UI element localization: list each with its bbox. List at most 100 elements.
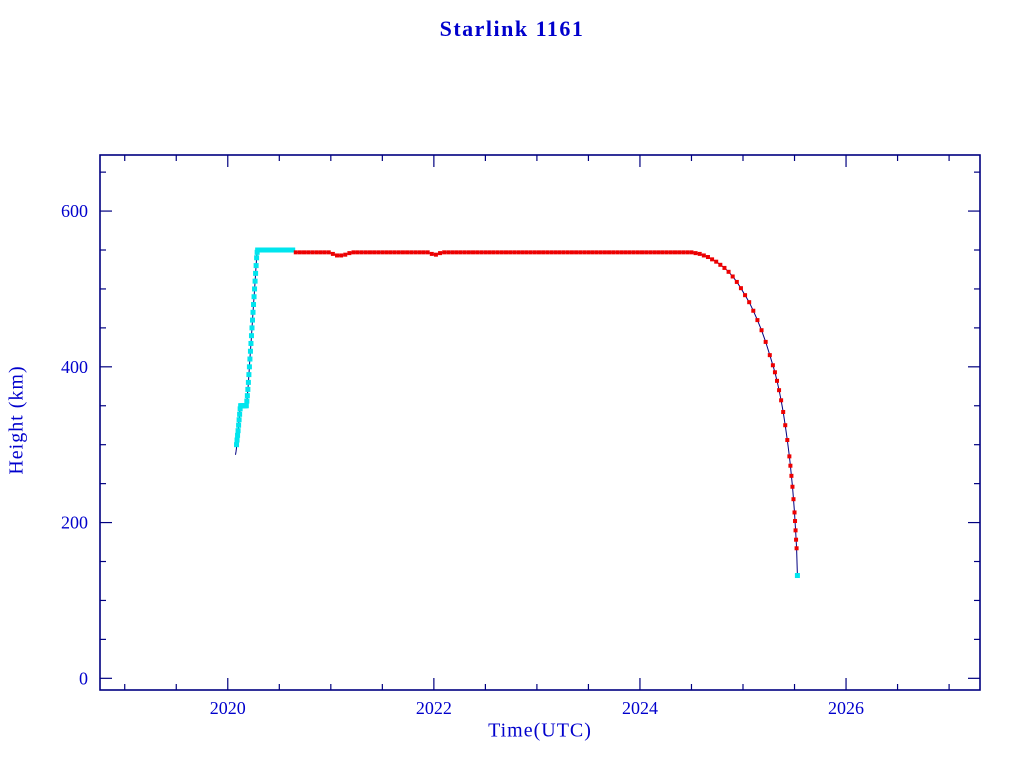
data-point-station-keeping-and-decay-red xyxy=(363,250,368,255)
data-point-station-keeping-and-decay-red xyxy=(794,546,799,551)
data-point-station-keeping-and-decay-red xyxy=(722,265,727,270)
data-point-station-keeping-and-decay-red xyxy=(738,286,743,291)
data-point-station-keeping-and-decay-red xyxy=(524,250,529,255)
y-tick-label: 0 xyxy=(79,668,88,688)
x-tick-label: 2020 xyxy=(210,698,246,718)
data-point-orbit-raise-cyan xyxy=(252,278,258,284)
data-point-station-keeping-and-decay-red xyxy=(607,250,612,255)
data-point-orbit-raise-cyan xyxy=(247,348,253,354)
data-point-station-keeping-and-decay-red xyxy=(335,253,340,258)
data-point-station-keeping-and-decay-red xyxy=(781,409,786,414)
data-point-station-keeping-and-decay-red xyxy=(767,353,772,358)
data-point-station-keeping-and-decay-red xyxy=(701,253,706,258)
data-point-station-keeping-and-decay-red xyxy=(330,251,335,256)
data-point-station-keeping-and-decay-red xyxy=(681,250,686,255)
data-point-station-keeping-and-decay-red xyxy=(664,250,669,255)
data-point-station-keeping-and-decay-red xyxy=(755,318,760,323)
data-point-orbit-raise-cyan xyxy=(250,317,256,323)
data-point-orbit-raise-cyan xyxy=(234,437,240,443)
data-point-station-keeping-and-decay-red xyxy=(520,250,525,255)
data-point-station-keeping-and-decay-red xyxy=(714,259,719,264)
data-point-station-keeping-and-decay-red xyxy=(314,250,319,255)
data-point-orbit-raise-cyan xyxy=(245,386,251,392)
data-point-station-keeping-and-decay-red xyxy=(541,250,546,255)
data-point-station-keeping-and-decay-red xyxy=(549,250,554,255)
data-point-station-keeping-and-decay-red xyxy=(718,262,723,267)
data-point-orbit-raise-cyan xyxy=(246,364,252,370)
data-point-station-keeping-and-decay-red xyxy=(789,473,794,478)
data-point-station-keeping-and-decay-red xyxy=(417,250,422,255)
data-point-station-keeping-and-decay-red xyxy=(512,250,517,255)
data-point-station-keeping-and-decay-red xyxy=(380,250,385,255)
data-point-orbit-raise-cyan xyxy=(237,406,243,412)
data-point-orbit-raise-cyan xyxy=(248,333,254,339)
data-point-station-keeping-and-decay-red xyxy=(347,251,352,256)
data-point-orbit-raise-cyan xyxy=(247,356,253,362)
data-point-orbit-raise-cyan xyxy=(253,270,259,276)
data-point-station-keeping-and-decay-red xyxy=(306,250,311,255)
data-point-station-keeping-and-decay-red xyxy=(483,250,488,255)
data-point-station-keeping-and-decay-red xyxy=(611,250,616,255)
data-point-station-keeping-and-decay-red xyxy=(508,250,513,255)
data-point-station-keeping-and-decay-red xyxy=(367,250,372,255)
data-point-station-keeping-and-decay-red xyxy=(660,250,665,255)
data-point-orbit-raise-cyan xyxy=(236,422,242,428)
data-point-station-keeping-and-decay-red xyxy=(372,250,377,255)
data-point-station-keeping-and-decay-red xyxy=(602,250,607,255)
data-point-station-keeping-and-decay-red xyxy=(442,250,447,255)
data-point-station-keeping-and-decay-red xyxy=(668,250,673,255)
data-point-station-keeping-and-decay-red xyxy=(770,363,775,368)
data-point-station-keeping-and-decay-red xyxy=(450,250,455,255)
data-point-station-keeping-and-decay-red xyxy=(392,250,397,255)
data-point-station-keeping-and-decay-red xyxy=(487,250,492,255)
data-point-station-keeping-and-decay-red xyxy=(339,253,344,258)
data-point-station-keeping-and-decay-red xyxy=(777,388,782,393)
data-point-station-keeping-and-decay-red xyxy=(536,250,541,255)
data-point-station-keeping-and-decay-red xyxy=(574,250,579,255)
chart-title: Starlink 1161 xyxy=(439,16,585,41)
data-point-station-keeping-and-decay-red xyxy=(516,250,521,255)
data-point-station-keeping-and-decay-red xyxy=(783,423,788,428)
data-point-orbit-raise-cyan xyxy=(254,255,260,261)
y-tick-label: 200 xyxy=(61,513,88,533)
data-point-station-keeping-and-decay-red xyxy=(623,250,628,255)
data-point-station-keeping-and-decay-red xyxy=(693,251,698,256)
x-tick-label: 2024 xyxy=(622,698,658,718)
data-point-station-keeping-and-decay-red xyxy=(751,308,756,313)
data-point-reentry-final-cyan xyxy=(794,573,800,579)
data-point-orbit-raise-cyan xyxy=(251,302,257,308)
data-point-station-keeping-and-decay-red xyxy=(578,250,583,255)
data-point-station-keeping-and-decay-red xyxy=(598,250,603,255)
data-point-station-keeping-and-decay-red xyxy=(794,537,799,542)
data-point-orbit-raise-cyan xyxy=(235,432,241,438)
data-point-station-keeping-and-decay-red xyxy=(677,250,682,255)
data-point-station-keeping-and-decay-red xyxy=(503,250,508,255)
data-point-station-keeping-and-decay-red xyxy=(302,250,307,255)
y-tick-label: 600 xyxy=(61,201,88,221)
data-point-station-keeping-and-decay-red xyxy=(438,251,443,256)
data-point-station-keeping-and-decay-red xyxy=(569,250,574,255)
data-point-orbit-raise-cyan xyxy=(236,417,242,423)
data-point-station-keeping-and-decay-red xyxy=(565,250,570,255)
data-point-station-keeping-and-decay-red xyxy=(790,484,795,489)
data-point-station-keeping-and-decay-red xyxy=(689,250,694,255)
data-point-station-keeping-and-decay-red xyxy=(528,250,533,255)
data-point-orbit-raise-cyan xyxy=(248,340,254,346)
data-point-station-keeping-and-decay-red xyxy=(788,463,793,468)
data-point-station-keeping-and-decay-red xyxy=(710,257,715,262)
data-point-station-keeping-and-decay-red xyxy=(779,398,784,403)
data-point-station-keeping-and-decay-red xyxy=(462,250,467,255)
data-point-station-keeping-and-decay-red xyxy=(400,250,405,255)
data-point-station-keeping-and-decay-red xyxy=(697,251,702,256)
data-point-station-keeping-and-decay-red xyxy=(425,250,430,255)
data-point-station-keeping-and-decay-red xyxy=(446,250,451,255)
data-point-station-keeping-and-decay-red xyxy=(351,250,356,255)
data-point-station-keeping-and-decay-red xyxy=(458,250,463,255)
data-point-station-keeping-and-decay-red xyxy=(553,250,558,255)
data-point-orbit-raise-cyan xyxy=(251,294,257,300)
data-point-station-keeping-and-decay-red xyxy=(297,250,302,255)
data-point-station-keeping-and-decay-red xyxy=(772,370,777,375)
track-line xyxy=(235,249,798,576)
